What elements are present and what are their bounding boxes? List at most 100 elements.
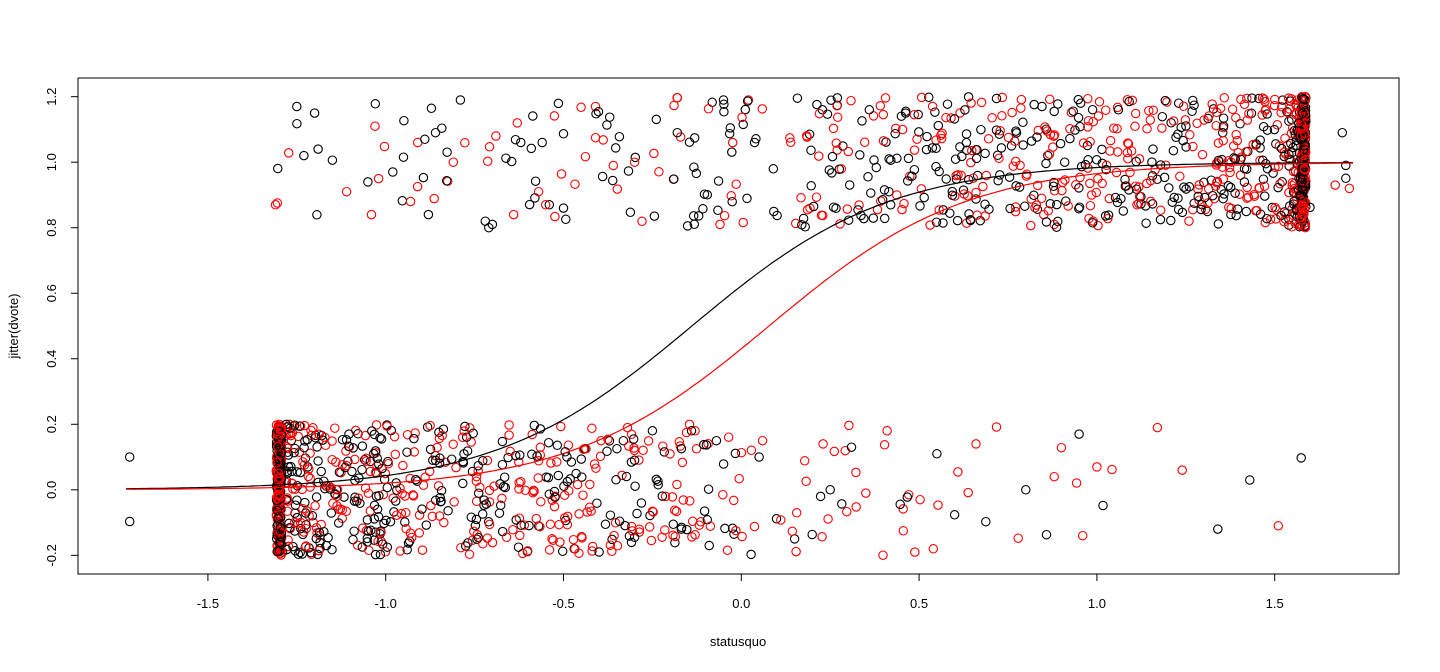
data-point <box>1052 199 1062 210</box>
data-point <box>1171 132 1181 143</box>
data-point <box>1032 204 1043 215</box>
data-point <box>381 515 391 526</box>
data-point <box>467 535 478 546</box>
data-point <box>398 152 409 162</box>
data-point <box>305 448 315 459</box>
data-point <box>742 193 752 204</box>
data-point <box>1194 180 1204 190</box>
data-point <box>772 210 782 221</box>
data-point <box>818 210 828 221</box>
data-point <box>878 136 889 146</box>
data-point <box>293 549 304 560</box>
data-point <box>776 515 786 525</box>
data-point <box>1255 135 1265 145</box>
data-point <box>546 458 556 468</box>
data-point <box>304 464 314 474</box>
data-point <box>951 170 961 181</box>
data-point <box>737 112 747 123</box>
data-point <box>754 452 764 462</box>
data-point <box>698 204 708 214</box>
data-point <box>303 471 314 482</box>
data-point <box>1037 101 1047 112</box>
data-point <box>627 526 638 536</box>
x-tick-label: 1.5 <box>1266 596 1284 611</box>
data-point <box>1275 179 1285 189</box>
data-point <box>941 174 951 184</box>
data-point <box>927 143 938 153</box>
y-tick-label: 0.6 <box>44 284 59 302</box>
data-point <box>727 196 737 207</box>
data-point <box>636 498 647 508</box>
data-point <box>749 521 760 532</box>
data-point <box>1297 182 1307 192</box>
data-point <box>1166 118 1176 128</box>
data-point <box>360 430 371 441</box>
data-point <box>1280 133 1290 143</box>
data-point <box>1293 118 1304 128</box>
data-point <box>831 203 841 214</box>
data-point <box>909 145 920 155</box>
data-point <box>433 481 444 491</box>
data-point <box>1070 125 1080 135</box>
data-point <box>933 500 943 510</box>
data-point <box>975 215 986 226</box>
data-point <box>1145 196 1156 207</box>
data-point <box>1125 167 1135 178</box>
data-point <box>370 99 381 109</box>
data-point <box>1085 136 1095 147</box>
data-point <box>482 156 493 167</box>
data-point <box>1155 205 1166 216</box>
data-point <box>435 453 445 463</box>
data-point <box>405 196 416 207</box>
data-point <box>757 435 768 446</box>
data-point <box>313 456 323 466</box>
data-point <box>1003 132 1014 143</box>
data-point <box>344 429 354 439</box>
data-point <box>963 92 974 102</box>
data-point <box>1232 204 1243 214</box>
data-point <box>1123 153 1133 164</box>
data-point <box>922 131 932 142</box>
data-point <box>547 534 557 544</box>
data-point <box>1112 197 1123 208</box>
data-point <box>371 420 382 430</box>
data-point <box>469 526 479 537</box>
data-point <box>441 176 452 186</box>
data-point <box>1112 147 1123 157</box>
data-point <box>902 492 913 502</box>
data-point <box>292 467 302 477</box>
y-tick-label: 0.8 <box>44 219 59 237</box>
data-point <box>1337 127 1348 138</box>
data-point <box>591 109 601 119</box>
data-point <box>668 530 678 541</box>
data-point <box>1087 218 1098 228</box>
data-point <box>580 151 591 162</box>
data-point <box>426 500 436 511</box>
data-point <box>591 463 601 473</box>
data-point <box>297 549 308 559</box>
data-point <box>1110 192 1121 203</box>
data-point <box>379 518 389 529</box>
data-point <box>824 165 835 175</box>
data-point <box>828 123 839 134</box>
data-point <box>510 134 521 145</box>
data-point <box>949 510 960 520</box>
data-point <box>1101 164 1111 175</box>
data-point <box>1287 204 1297 214</box>
data-point <box>653 480 663 490</box>
data-point <box>1258 174 1269 184</box>
data-point <box>436 496 446 507</box>
data-point <box>1007 107 1017 118</box>
data-point <box>898 526 909 536</box>
data-point <box>426 103 437 114</box>
data-point <box>1021 485 1031 495</box>
data-point <box>740 104 751 115</box>
data-point <box>587 423 597 434</box>
data-point <box>578 490 588 500</box>
y-tick-label: 1.0 <box>44 153 59 171</box>
data-point <box>361 456 371 466</box>
data-point <box>1075 172 1085 183</box>
data-point <box>1289 196 1299 207</box>
data-point <box>626 537 637 548</box>
data-point <box>701 440 712 450</box>
